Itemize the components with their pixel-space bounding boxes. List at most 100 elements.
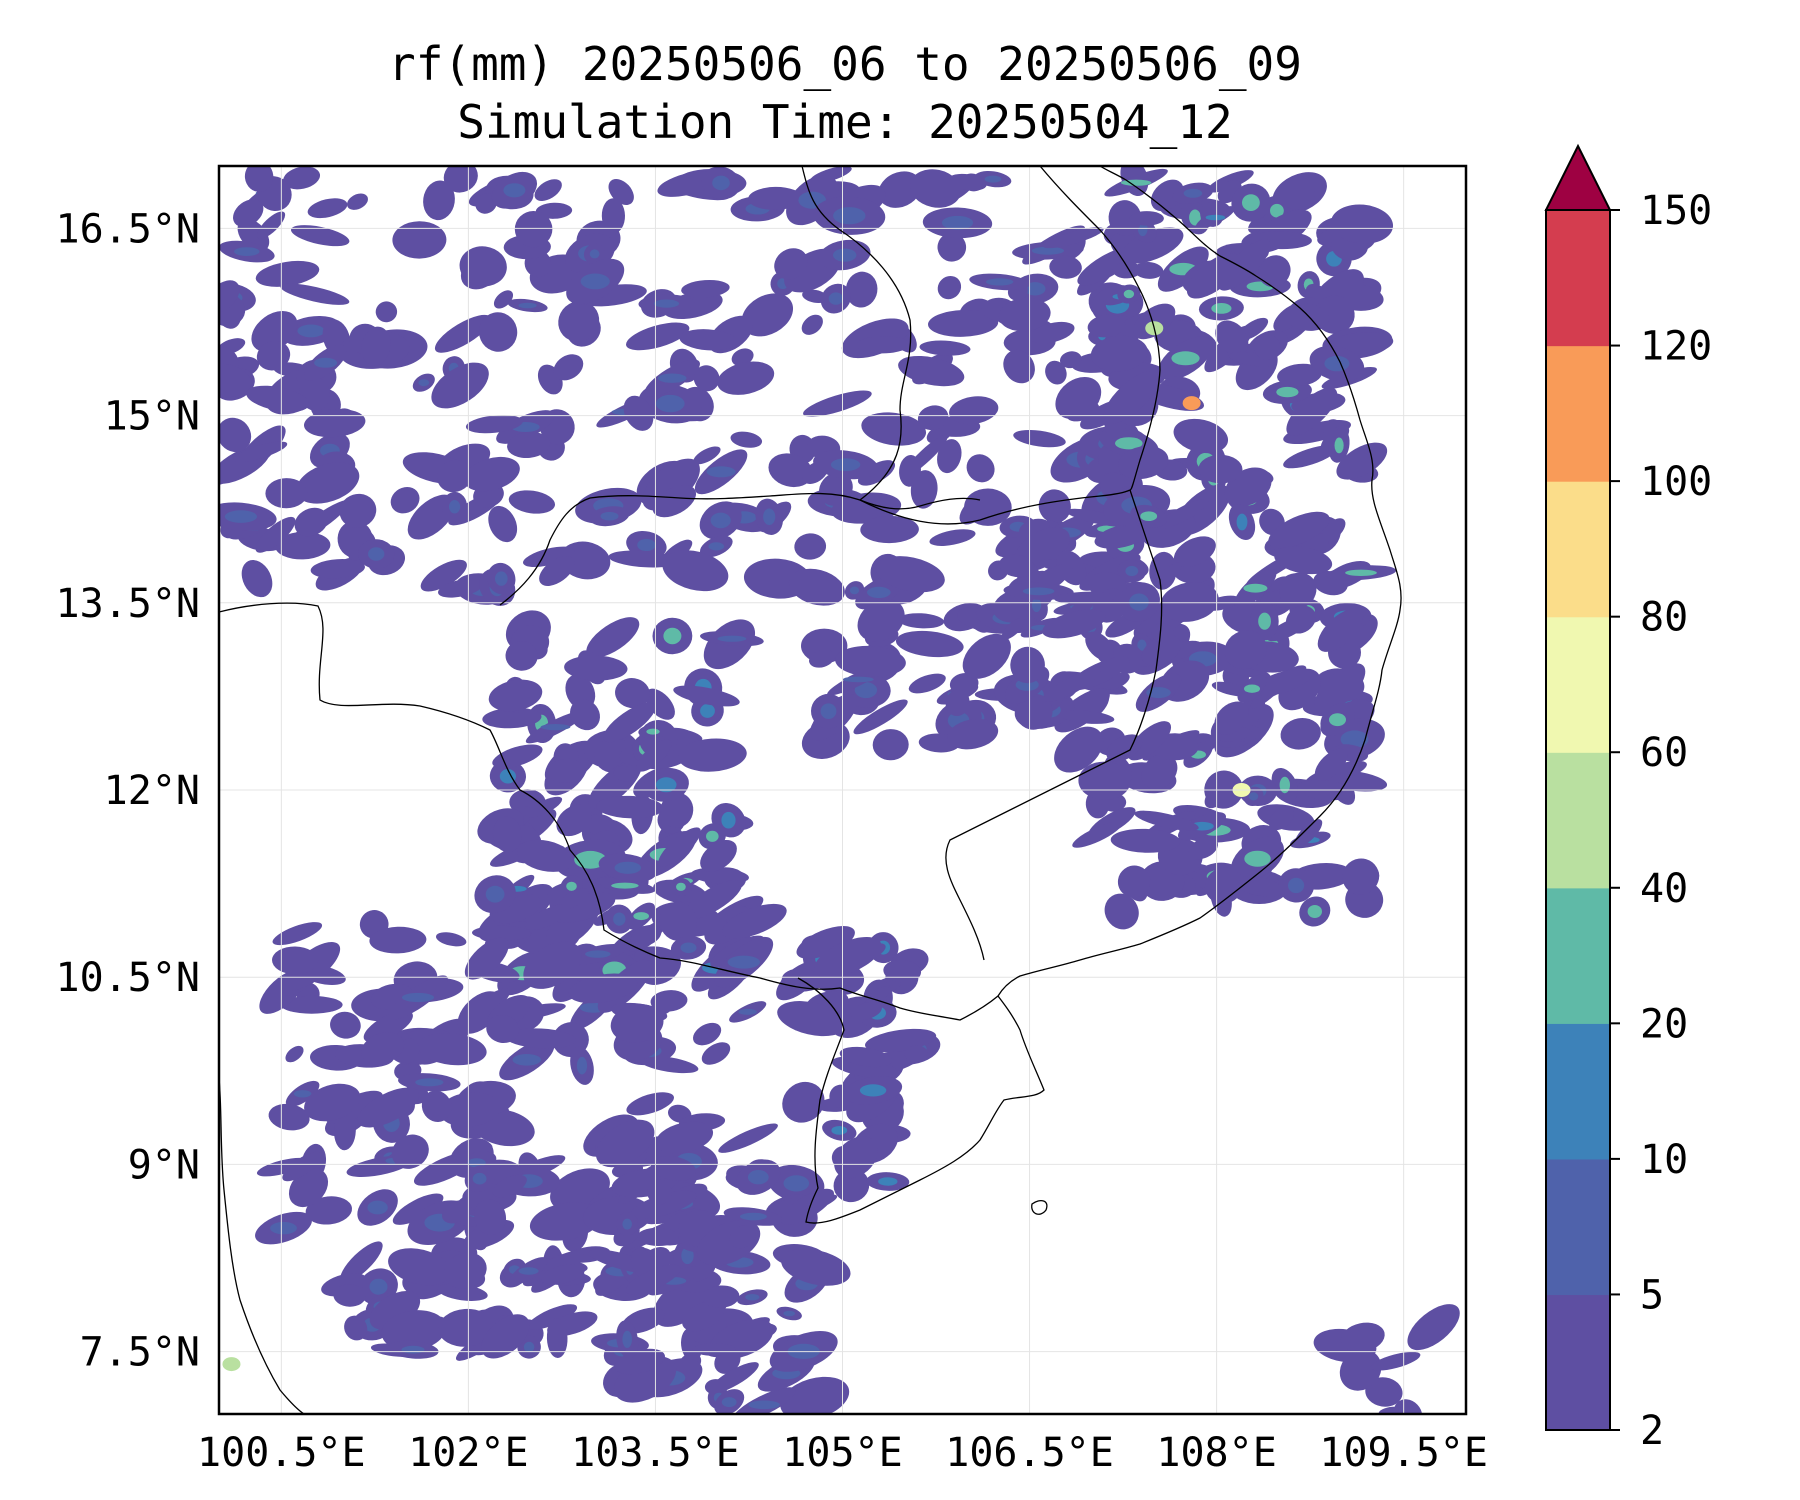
rain-cell-core xyxy=(523,1341,535,1353)
rain-cell xyxy=(1150,179,1184,212)
rain-cell xyxy=(865,986,890,1007)
rain-cell xyxy=(623,395,654,431)
rain-cell xyxy=(937,439,962,474)
rain-cell xyxy=(1330,204,1394,244)
rain-cell xyxy=(1141,753,1178,790)
rain-cell xyxy=(437,459,473,493)
rain-cell xyxy=(929,529,976,546)
map-title: rf(mm) 20250506_06 to 20250506_09 xyxy=(388,37,1302,91)
rain-cell-core xyxy=(224,510,257,523)
rain-cell xyxy=(857,460,896,486)
rain-cell xyxy=(1055,376,1102,420)
rain-cell-core xyxy=(1031,246,1064,255)
rain-cell xyxy=(347,193,368,210)
coastline-gulf-of-thailand xyxy=(219,166,1402,1021)
rain-cell xyxy=(256,211,286,239)
rain-cell xyxy=(701,1042,731,1065)
rain-cell xyxy=(860,515,919,544)
rain-cell xyxy=(1104,893,1139,930)
rain-cell-core xyxy=(842,676,874,683)
rain-cell-core xyxy=(472,1172,487,1185)
coastline-mekong-delta xyxy=(797,977,1045,1224)
rain-cell-core xyxy=(369,1278,388,1295)
rain-cell xyxy=(945,689,970,717)
rain-cell xyxy=(673,685,740,707)
rain-cell xyxy=(272,946,319,975)
rain-cell-core xyxy=(663,627,682,645)
rain-cell-core xyxy=(706,830,719,842)
rain-cell-core xyxy=(1125,565,1139,577)
rain-cell xyxy=(534,179,562,201)
rain-cell-core xyxy=(1189,209,1201,226)
rain-cell-core xyxy=(727,955,760,969)
colorbar-tick-label: 2 xyxy=(1640,1408,1664,1454)
colorbar-tick-label: 120 xyxy=(1640,324,1712,370)
rain-cell xyxy=(525,903,571,931)
rain-cell-core xyxy=(611,882,639,889)
rain-cell-core xyxy=(503,183,526,198)
rain-cell-core xyxy=(518,1267,539,1275)
rain-cell xyxy=(693,365,720,392)
rain-cell xyxy=(655,1121,714,1154)
rain-cell-core xyxy=(681,1247,694,1265)
rain-cell xyxy=(478,312,518,352)
rain-cell xyxy=(1268,806,1294,831)
rain-cell-core xyxy=(234,247,260,256)
rain-cell xyxy=(949,672,979,695)
rain-cell xyxy=(1103,371,1159,424)
rain-cell-core xyxy=(580,273,610,290)
rain-cell-core xyxy=(745,1294,760,1301)
rain-cell xyxy=(517,839,574,872)
rain-cell xyxy=(339,493,377,528)
rain-cell xyxy=(610,1004,664,1043)
rain-cell xyxy=(1042,609,1106,639)
rain-cell-core xyxy=(614,861,642,874)
rain-cell xyxy=(1285,303,1330,331)
rain-cell-core xyxy=(849,586,860,595)
rain-cell xyxy=(652,485,697,518)
lat-tick-label: 16.5°N xyxy=(56,206,201,252)
rain-cell xyxy=(949,396,999,425)
rain-cell-core xyxy=(633,912,649,921)
rain-cell xyxy=(908,673,946,694)
rain-cell-core xyxy=(1279,776,1291,794)
rain-cell-core xyxy=(368,547,385,561)
rain-cell-core xyxy=(656,394,685,413)
rain-cell xyxy=(596,795,664,819)
rain-cell xyxy=(650,1156,697,1181)
rain-cell xyxy=(1045,360,1067,385)
rain-cell xyxy=(369,926,427,954)
rain-cell xyxy=(541,1264,585,1285)
rain-cell xyxy=(290,225,350,247)
rain-cell xyxy=(219,280,240,313)
rain-cell xyxy=(878,171,922,208)
rain-cell xyxy=(630,1190,697,1219)
rain-cell xyxy=(558,300,600,342)
rain-cell-core xyxy=(820,703,837,719)
rain-cell xyxy=(819,472,853,506)
rainfall-shading xyxy=(219,166,1460,1414)
rain-cell xyxy=(718,1123,778,1153)
rain-cell xyxy=(642,458,700,511)
border-cambodia-vietnam xyxy=(945,489,1163,961)
lon-tick-label: 106.5°E xyxy=(945,1430,1114,1476)
rain-cell-core xyxy=(854,682,878,699)
rain-cell xyxy=(693,446,721,465)
rain-cell xyxy=(731,348,754,366)
rain-cell xyxy=(1010,646,1045,684)
rain-cell xyxy=(505,1028,577,1049)
rain-cell xyxy=(861,412,927,446)
rain-cell xyxy=(831,492,902,524)
rain-cell xyxy=(601,198,626,234)
rain-cell xyxy=(233,441,288,463)
rain-cell xyxy=(1173,418,1229,454)
lat-tick-label: 12°N xyxy=(104,768,200,814)
rain-cell-core xyxy=(1345,569,1377,576)
rain-cell xyxy=(381,1310,447,1351)
rain-cell xyxy=(361,326,391,366)
rain-cell xyxy=(630,924,662,947)
rain-cell xyxy=(439,1092,501,1127)
rain-cell-core xyxy=(589,249,600,259)
rain-cell-core xyxy=(867,586,891,599)
rain-cell xyxy=(1085,631,1114,661)
